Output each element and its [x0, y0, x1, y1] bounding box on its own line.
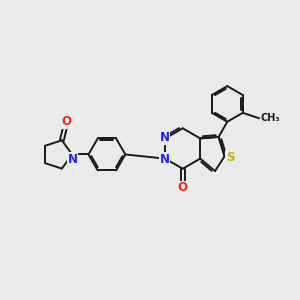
Text: O: O — [61, 115, 72, 128]
Text: S: S — [226, 151, 234, 164]
Text: O: O — [178, 181, 188, 194]
Text: N: N — [68, 153, 78, 166]
Text: CH₃: CH₃ — [261, 113, 280, 123]
Text: N: N — [160, 131, 170, 144]
Text: N: N — [160, 153, 170, 166]
